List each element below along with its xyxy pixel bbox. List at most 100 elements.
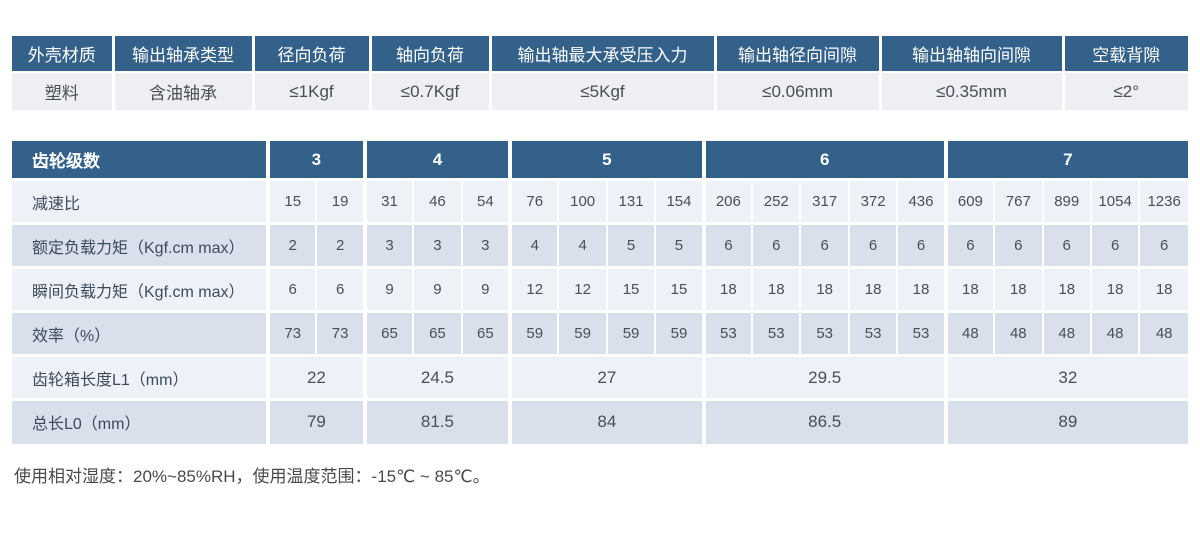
value-cell: 317 — [799, 178, 849, 224]
spec-value-cell: ≤0.06mm — [713, 71, 880, 110]
group-value-cell: 89 — [943, 398, 1188, 444]
value-cell: 18 — [701, 266, 753, 312]
gear-table-row: 齿轮箱长度L1（mm） 22 24.5 27 29.5 32 — [12, 354, 1188, 400]
value-cell: 65 — [362, 310, 414, 356]
value-cell: 54 — [460, 178, 511, 224]
value-cell: 18 — [1041, 266, 1091, 312]
group-value-cell: 79 — [266, 398, 365, 444]
value-cell: 6 — [896, 222, 946, 268]
value-cell: 15 — [265, 178, 317, 224]
row-label: 总长L0（mm） — [12, 398, 268, 444]
value-cell: 436 — [896, 178, 946, 224]
value-cell: 18 — [896, 266, 946, 312]
stage-group-header: 7 — [943, 138, 1188, 180]
row-label: 额定负载力矩（Kgf.cm max） — [12, 222, 268, 268]
row-label: 效率（%） — [12, 310, 268, 356]
value-cell: 6 — [799, 222, 849, 268]
value-cell: 6 — [265, 266, 317, 312]
spec-value-cell: ≤0.7Kgf — [368, 71, 490, 110]
group-value-cell: 24.5 — [362, 354, 511, 400]
spec-header-cell: 外壳材质 — [12, 36, 113, 72]
stage-group-header: 4 — [362, 138, 511, 180]
gear-table-row: 瞬间负载力矩（Kgf.cm max） 6 6 9 9 9 12 12 15 15 18 18 18 18 1… — [12, 266, 1188, 312]
group-value-cell: 29.5 — [701, 354, 946, 400]
value-cell: 3 — [460, 222, 511, 268]
value-cell: 18 — [943, 266, 995, 312]
value-cell: 6 — [315, 266, 365, 312]
value-cell: 65 — [412, 310, 462, 356]
value-cell: 3 — [362, 222, 414, 268]
gear-header-row: 齿轮级数 3 4 5 6 7 — [12, 138, 1188, 180]
value-cell: 48 — [993, 310, 1043, 356]
value-cell: 131 — [605, 178, 656, 224]
group-value-cell: 32 — [943, 354, 1188, 400]
spec-value-cell: ≤5Kgf — [488, 71, 715, 110]
value-cell: 252 — [751, 178, 801, 224]
value-cell: 6 — [943, 222, 995, 268]
value-cell: 48 — [1089, 310, 1140, 356]
spec-table: 外壳材质 输出轴承类型 径向负荷 轴向负荷 输出轴最大承受压入力 输出轴径向间隙 输出轴轴向… — [12, 36, 1188, 110]
value-cell: 6 — [847, 222, 898, 268]
spec-value-cell: ≤0.35mm — [878, 71, 1063, 110]
value-cell: 48 — [1138, 310, 1188, 356]
spec-value-cell: 塑料 — [12, 71, 113, 110]
value-cell: 59 — [654, 310, 704, 356]
gear-stages-header: 齿轮级数 — [12, 138, 268, 180]
value-cell: 59 — [605, 310, 656, 356]
value-cell: 15 — [654, 266, 704, 312]
value-cell: 18 — [993, 266, 1043, 312]
value-cell: 12 — [508, 266, 559, 312]
value-cell: 18 — [847, 266, 898, 312]
spec-value-cell: ≤1Kgf — [251, 71, 370, 110]
row-label: 瞬间负载力矩（Kgf.cm max） — [12, 266, 268, 312]
group-value-cell: 27 — [508, 354, 704, 400]
value-cell: 59 — [557, 310, 607, 356]
value-cell: 899 — [1041, 178, 1091, 224]
group-value-cell: 22 — [266, 354, 365, 400]
value-cell: 18 — [751, 266, 801, 312]
value-cell: 1236 — [1138, 178, 1188, 224]
value-cell: 9 — [412, 266, 462, 312]
usage-note: 使用相对湿度：20%~85%RH，使用温度范围：-15℃ ~ 85℃。 — [14, 466, 490, 486]
value-cell: 767 — [993, 178, 1043, 224]
value-cell: 4 — [557, 222, 607, 268]
spec-header-cell: 空载背隙 — [1061, 36, 1188, 72]
spec-header-cell: 轴向负荷 — [368, 36, 490, 72]
value-cell: 53 — [896, 310, 946, 356]
gear-table-row: 减速比 15 19 31 46 54 76 100 131 154 206 252 317 372 436 6… — [12, 178, 1188, 224]
group-value-cell: 84 — [508, 398, 704, 444]
stage-group-header: 3 — [266, 138, 365, 180]
spec-header-cell: 输出轴最大承受压入力 — [488, 36, 715, 72]
value-cell: 19 — [315, 178, 365, 224]
spec-header-cell: 输出轴径向间隙 — [713, 36, 880, 72]
value-cell: 73 — [265, 310, 317, 356]
stage-group-header: 6 — [701, 138, 946, 180]
value-cell: 154 — [654, 178, 704, 224]
value-cell: 5 — [605, 222, 656, 268]
value-cell: 53 — [751, 310, 801, 356]
value-cell: 53 — [701, 310, 753, 356]
value-cell: 4 — [508, 222, 559, 268]
value-cell: 609 — [943, 178, 995, 224]
value-cell: 31 — [362, 178, 414, 224]
value-cell: 48 — [1041, 310, 1091, 356]
gear-table-row: 总长L0（mm） 79 81.5 84 86.5 89 — [12, 398, 1188, 444]
value-cell: 73 — [315, 310, 365, 356]
group-value-cell: 81.5 — [362, 398, 511, 444]
gear-ratio-table: 齿轮级数 3 4 5 6 7 减速比 15 19 31 46 54 76 100 131 154 206 252… — [12, 138, 1188, 444]
value-cell: 18 — [1138, 266, 1188, 312]
value-cell: 6 — [1138, 222, 1188, 268]
spec-header-cell: 输出轴轴向间隙 — [878, 36, 1063, 72]
gear-table-row: 额定负载力矩（Kgf.cm max） 2 2 3 3 3 4 4 5 5 6 6 6 6 6 6 6 6 6 6 — [12, 222, 1188, 268]
value-cell: 76 — [508, 178, 559, 224]
value-cell: 5 — [654, 222, 704, 268]
value-cell: 48 — [943, 310, 995, 356]
value-cell: 46 — [412, 178, 462, 224]
value-cell: 6 — [751, 222, 801, 268]
value-cell: 9 — [362, 266, 414, 312]
spec-value-row: 塑料 含油轴承 ≤1Kgf ≤0.7Kgf ≤5Kgf ≤0.06mm ≤0.35mm ≤2° — [12, 71, 1188, 110]
stage-group-header: 5 — [508, 138, 704, 180]
value-cell: 15 — [605, 266, 656, 312]
value-cell: 6 — [701, 222, 753, 268]
